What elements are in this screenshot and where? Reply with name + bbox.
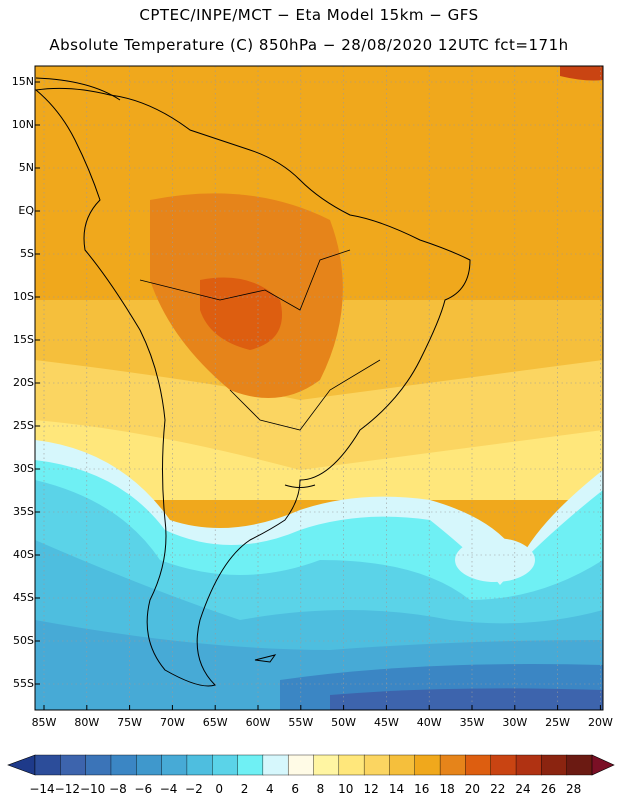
colorbar-label: 14 [388, 782, 405, 796]
lon-label: 40W [416, 716, 442, 729]
colorbar-swatch [85, 754, 112, 776]
lat-label: 25S [13, 419, 34, 432]
colorbar-swatch [338, 754, 365, 776]
lon-label: 85W [31, 716, 57, 729]
lon-label: 45W [373, 716, 399, 729]
lat-label: 10S [13, 290, 34, 303]
colorbar-label: 28 [566, 782, 582, 796]
colorbar-swatch [237, 754, 264, 776]
lat-label: 55S [13, 677, 34, 690]
colorbar-swatch [136, 754, 163, 776]
colorbar-swatch [515, 754, 542, 776]
colorbar-label: −8 [109, 782, 127, 796]
lon-label: 75W [117, 716, 143, 729]
lon-label: 60W [245, 716, 271, 729]
south-america-coastline [35, 87, 471, 687]
colorbar-swatch [439, 754, 466, 776]
colorbar-swatch [389, 754, 416, 776]
colorbar-swatch [414, 754, 441, 776]
lon-label: 30W [502, 716, 528, 729]
lat-label: 5N [18, 161, 34, 174]
lon-label: 50W [331, 716, 357, 729]
field-12-14 [35, 420, 603, 500]
lon-label: 80W [74, 716, 100, 729]
colorbar-swatch [287, 754, 315, 776]
colorbar-label: 24 [515, 782, 531, 796]
lon-label: 25W [545, 716, 571, 729]
colorbar-swatch [541, 754, 568, 776]
lat-label: 50S [13, 634, 34, 647]
chart-title-line2: Absolute Temperature (C) 850hPa − 28/08/… [49, 36, 569, 54]
lat-label: EQ [18, 204, 34, 217]
map-frame [34, 65, 604, 711]
colorbar-label: 4 [266, 782, 274, 796]
lon-label: 35W [459, 716, 485, 729]
state-borders [229, 359, 381, 431]
colorbar-label: 8 [316, 782, 325, 796]
colorbar-swatch [34, 754, 61, 776]
lat-label: 20S [13, 376, 34, 389]
lat-label: 40S [13, 548, 34, 561]
colorbar-label: −10 [79, 782, 106, 796]
lat-label: 30S [13, 462, 34, 475]
colorbar-label: 2 [240, 782, 249, 796]
coastlines [35, 77, 471, 687]
lat-label: 15N [11, 75, 34, 88]
lat-label: 35S [13, 505, 34, 518]
cold-eddy [455, 538, 535, 582]
axis-ticks [35, 81, 601, 710]
colorbar-swatch [363, 754, 390, 776]
chart-title-line1: CPTEC/INPE/MCT − Eta Model 15km − GFS [139, 6, 479, 24]
colorbar-swatch [161, 754, 188, 776]
colorbar-swatch [60, 754, 87, 776]
lon-label: 55W [288, 716, 314, 729]
rio-de-la-plata [284, 484, 316, 488]
lat-label: 10N [11, 118, 34, 131]
lon-label: 70W [159, 716, 185, 729]
colorbar-label: −4 [159, 782, 178, 796]
field-hot-corner [560, 66, 603, 81]
colorbar-label: −14 [29, 782, 55, 796]
temperature-field [35, 66, 603, 710]
colorbar-label: 12 [363, 782, 379, 796]
colorbar-swatch [465, 754, 492, 776]
lon-label: 65W [202, 716, 228, 729]
lat-label: 5S [20, 247, 34, 260]
colorbar-label: 0 [215, 782, 224, 796]
colorbar-high-arrow [591, 754, 615, 776]
colorbar [7, 754, 615, 776]
lon-label: 20W [587, 716, 613, 729]
colorbar-swatch [110, 754, 137, 776]
graticule [35, 66, 603, 710]
colorbar-label: 10 [338, 782, 354, 796]
colorbar-swatch [212, 754, 239, 776]
colorbar-swatch [490, 754, 517, 776]
lat-label: 15S [13, 333, 34, 346]
colorbar-swatch [262, 754, 289, 776]
colorbar-label: 16 [414, 782, 430, 796]
field-22-24-land [200, 277, 282, 350]
colorbar-label: 20 [464, 782, 481, 796]
colorbar-swatch [566, 754, 593, 776]
falklands [254, 654, 277, 663]
temperature-map [34, 65, 604, 711]
colorbar-label: 26 [540, 782, 556, 796]
colorbar-label: −12 [54, 782, 80, 796]
field-m12-m10 [330, 688, 603, 710]
colorbar-label: 6 [291, 782, 299, 796]
national-borders [139, 249, 351, 311]
colorbar-label: −6 [134, 782, 153, 796]
colorbar-label: −2 [185, 782, 203, 796]
colorbar-swatch [186, 754, 213, 776]
colorbar-label: 18 [439, 782, 455, 796]
central-america-coastline [35, 77, 121, 101]
lat-label: 45S [13, 591, 34, 604]
colorbar-swatch [313, 754, 340, 776]
colorbar-low-arrow [7, 754, 36, 776]
colorbar-label: 22 [490, 782, 506, 796]
